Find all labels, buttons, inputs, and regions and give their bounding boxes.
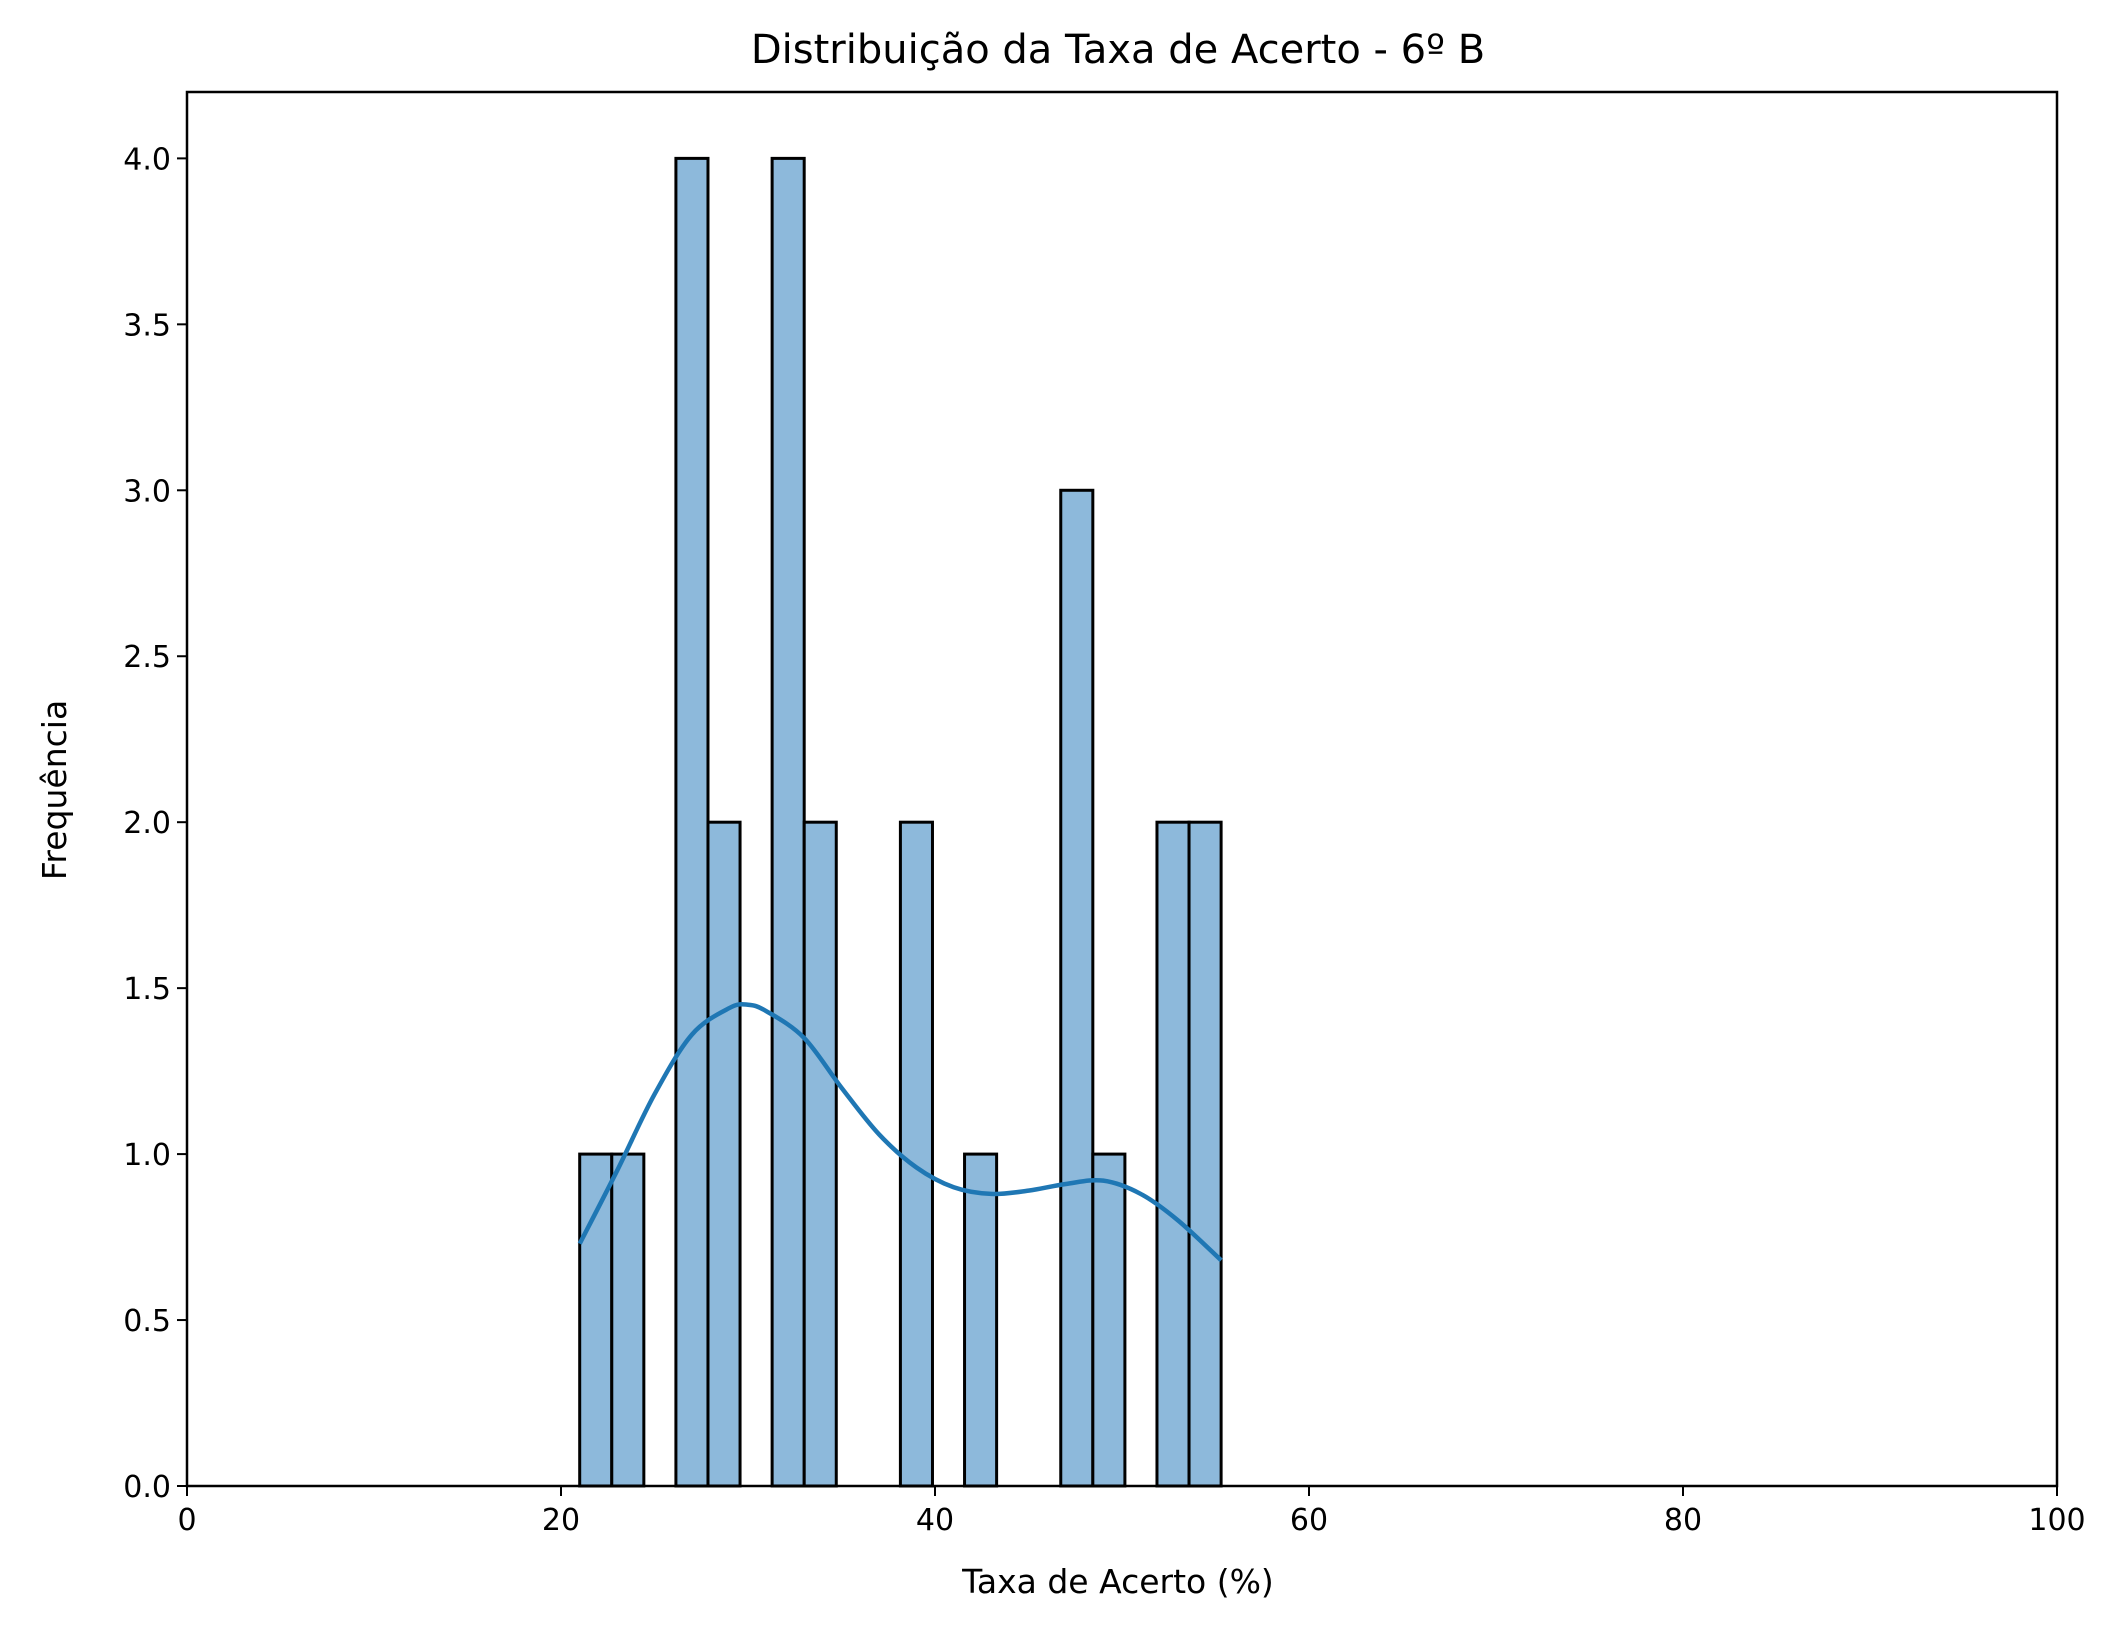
histogram-bar (802, 820, 838, 1488)
x-axis-label: Taxa de Acerto (%) (961, 1562, 1274, 1601)
y-tick-label: 3.0 (123, 474, 171, 509)
y-tick-label: 2.0 (123, 806, 171, 841)
histogram-bar (706, 820, 742, 1488)
histogram-bar (1091, 1152, 1127, 1488)
histogram-bar (963, 1152, 999, 1488)
histogram-bar (1187, 820, 1223, 1488)
histogram-bar (898, 820, 934, 1488)
x-tick-label: 40 (916, 1503, 954, 1538)
y-tick-label: 0.5 (123, 1304, 171, 1339)
y-tick-label: 3.5 (123, 308, 171, 343)
chart-title: Distribuição da Taxa de Acerto - 6º B (751, 27, 1485, 73)
y-tick-label: 0.0 (123, 1470, 171, 1505)
x-tick-label: 20 (542, 1503, 580, 1538)
kde-line (577, 1001, 1223, 1262)
y-axis-ticks: 0.0 0.5 1.0 1.5 2.0 2.5 3.0 3.5 4.0 (123, 142, 187, 1505)
y-axis-label: Frequência (35, 700, 74, 880)
x-axis-ticks: 0 20 40 60 80 100 (177, 1486, 2086, 1538)
histogram-bar (1155, 820, 1191, 1488)
x-tick-label: 0 (177, 1503, 196, 1538)
x-tick-label: 100 (2028, 1503, 2085, 1538)
x-tick-label: 60 (1290, 1503, 1328, 1538)
y-tick-label: 2.5 (123, 640, 171, 675)
x-tick-label: 80 (1664, 1503, 1702, 1538)
histogram-bar (1059, 488, 1095, 1488)
histogram-bar (610, 1152, 646, 1488)
histogram-bar (578, 1152, 614, 1488)
histogram-bar (770, 156, 806, 1488)
histogram-bar (674, 156, 710, 1488)
y-tick-label: 1.0 (123, 1138, 171, 1173)
y-tick-label: 4.0 (123, 142, 171, 177)
plot-area-frame (185, 90, 2059, 1488)
y-tick-label: 1.5 (123, 972, 171, 1007)
